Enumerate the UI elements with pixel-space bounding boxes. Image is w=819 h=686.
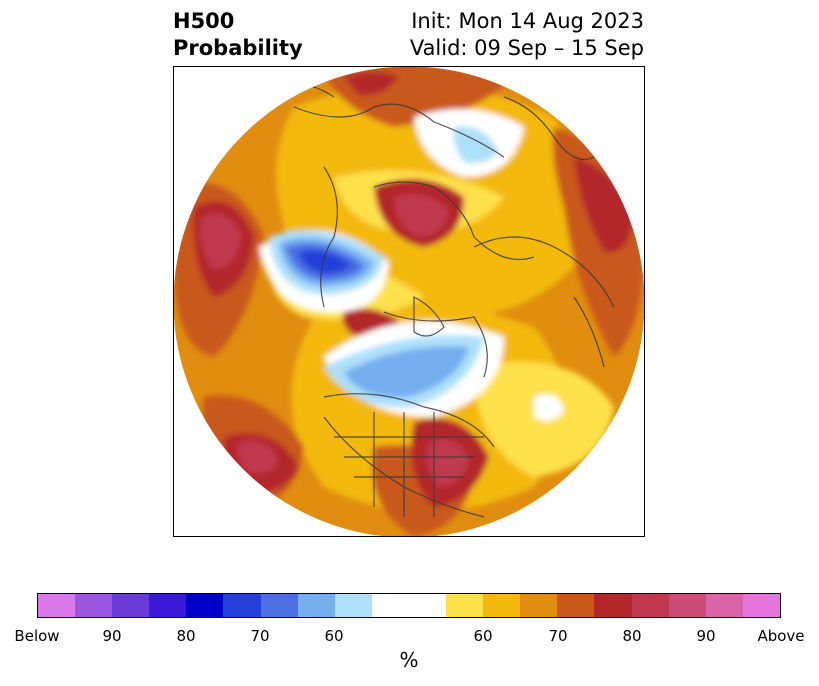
colorbar-swatch (149, 594, 187, 617)
colorbar-swatch (186, 594, 224, 617)
colorbar-swatch (742, 594, 780, 617)
title-line-1: H500 (173, 9, 235, 33)
colorbar-tick-label: 70 (548, 627, 568, 645)
valid-period: Valid: 09 Sep – 15 Sep (409, 36, 644, 60)
colorbar-swatch (334, 594, 372, 617)
colorbar-tick-label: Below (14, 627, 60, 645)
colorbar-swatch (223, 594, 261, 617)
probability-colorbar (37, 593, 781, 618)
init-date: Init: Mon 14 Aug 2023 (411, 9, 644, 33)
colorbar-swatch (112, 594, 150, 617)
colorbar-swatch (38, 594, 76, 617)
colorbar-swatch (668, 594, 706, 617)
map-title: H500 Probability (173, 8, 303, 62)
colorbar-swatch (520, 594, 558, 617)
colorbar-tick-label: 70 (250, 627, 270, 645)
colorbar-swatch (483, 594, 521, 617)
colorbar-swatch (446, 594, 484, 617)
colorbar-swatch (631, 594, 669, 617)
colorbar-tick-label: 80 (176, 627, 196, 645)
colorbar-tick-label: 60 (473, 627, 493, 645)
polar-probability-map (173, 66, 645, 537)
forecast-dates: Init: Mon 14 Aug 2023 Valid: 09 Sep – 15… (410, 8, 644, 62)
colorbar-unit-label: % (399, 648, 419, 672)
colorbar-swatch (260, 594, 298, 617)
colorbar-tick-label: 80 (622, 627, 642, 645)
colorbar-tick-label: 90 (696, 627, 716, 645)
coastline-outlines (273, 83, 615, 518)
colorbar-swatch (705, 594, 743, 617)
colorbar-tick-label: 60 (324, 627, 344, 645)
colorbar-tick-label: 90 (102, 627, 122, 645)
probability-map-svg (174, 67, 644, 536)
colorbar-swatch (297, 594, 335, 617)
title-line-2: Probability (173, 36, 303, 60)
colorbar-swatch (557, 594, 595, 617)
colorbar-tick-label: Above (757, 627, 805, 645)
probability-field (174, 67, 644, 536)
colorbar-swatch (371, 594, 447, 617)
colorbar-swatch (75, 594, 113, 617)
colorbar-swatch (594, 594, 632, 617)
